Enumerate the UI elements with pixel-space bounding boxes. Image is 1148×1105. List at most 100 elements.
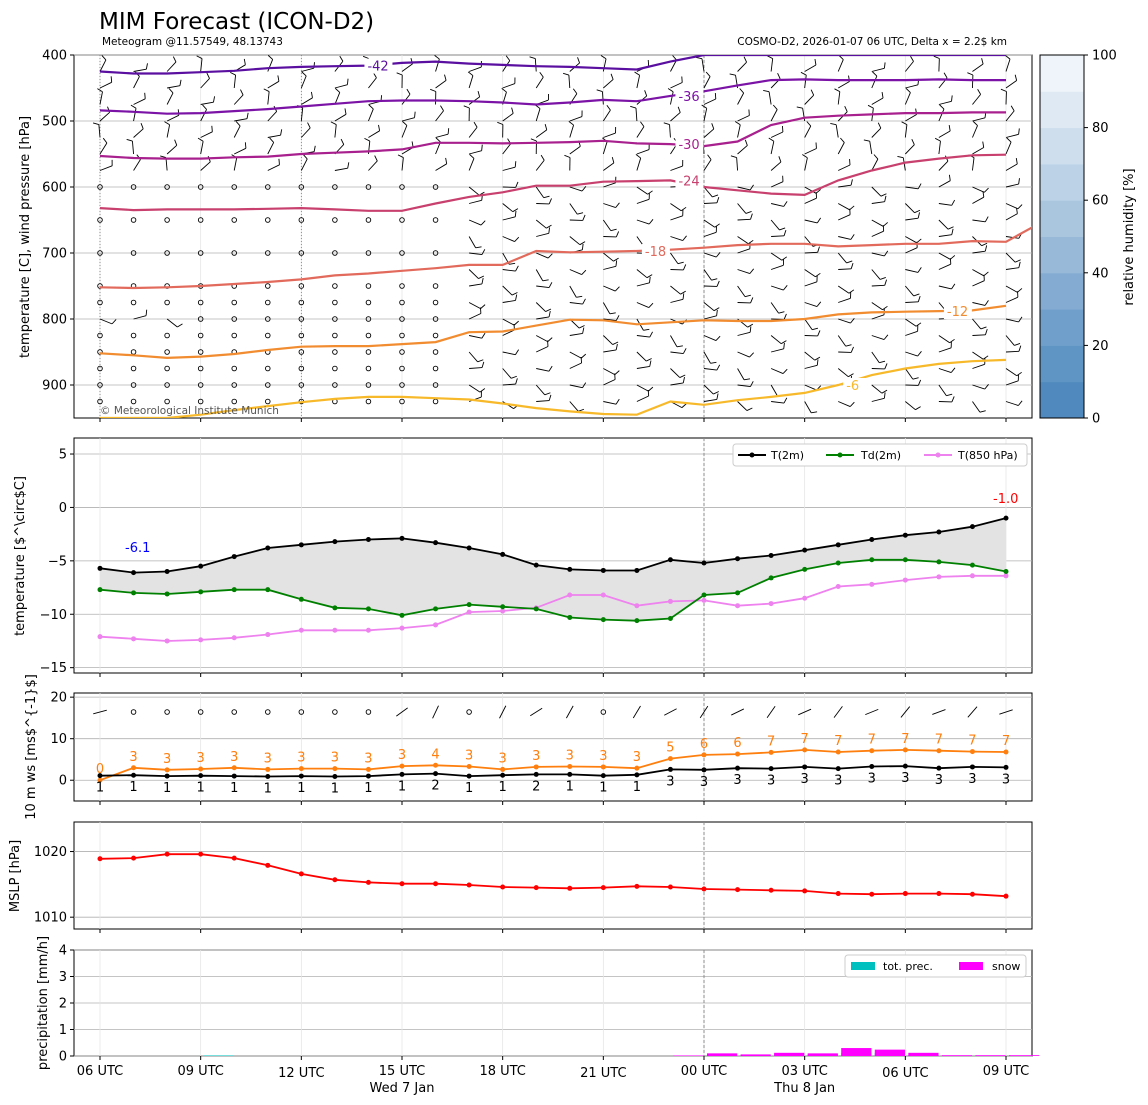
wind-barb — [737, 145, 748, 155]
wind-barb — [469, 199, 482, 204]
wind-barb-flag — [539, 71, 544, 78]
wind-barb-flag — [716, 252, 721, 258]
mslp-point — [433, 881, 439, 887]
wind-barb — [200, 101, 214, 105]
mean-wind-label: 1 — [264, 781, 272, 796]
wind-barb-flag — [713, 391, 719, 395]
upper-air-y-label: temperature [C], wind pressure [hPa] — [18, 116, 33, 358]
wind-barb — [837, 285, 850, 294]
y-tick-label: 600 — [42, 181, 67, 196]
calm-wind-marker — [197, 184, 204, 190]
gust-point — [869, 748, 875, 754]
wind-barb — [536, 346, 549, 353]
gust-label: 3 — [398, 748, 406, 763]
calm-wind-marker — [332, 365, 338, 372]
colorbar-cell — [1040, 345, 1084, 383]
wind-barb-flag — [543, 195, 550, 199]
wind-barb — [468, 66, 482, 72]
wind-barb-flag — [578, 325, 585, 329]
temperature-contour — [99, 78, 1006, 115]
wind-barb — [636, 302, 650, 308]
wind-barb — [972, 318, 982, 330]
wind-barb-flag — [479, 388, 486, 393]
wind-barb — [703, 76, 711, 89]
wind-barb-flag — [646, 274, 653, 279]
wind-barb-flag — [1018, 261, 1021, 268]
wind-barb — [534, 58, 537, 72]
surface-wind-barb — [731, 708, 745, 716]
wind-barb-flag — [768, 137, 775, 142]
gust-point — [198, 766, 204, 772]
snow-bar — [908, 1052, 939, 1056]
calm-wind-marker — [365, 382, 372, 388]
wind-barb — [569, 236, 581, 246]
wind-barb — [703, 368, 717, 371]
mean-wind-label: 1 — [499, 780, 507, 795]
wind-barb — [905, 186, 919, 190]
wind-barb — [502, 83, 516, 89]
precipitation-legend: tot. prec. snow — [844, 954, 1027, 978]
wind-barb — [670, 368, 681, 378]
calm-wind-marker — [332, 283, 338, 289]
wind-barb — [636, 149, 650, 155]
chart-subtitle-left: Meteogram @11.57549, 48.13743 — [102, 36, 283, 48]
surface-temp-y-label: temperature [$^\circ$C] — [13, 476, 28, 636]
wind-barb-flag — [307, 122, 311, 129]
calm-wind-markers — [97, 184, 439, 405]
contour-label: -6 — [846, 379, 859, 394]
calm-wind-marker — [298, 250, 305, 256]
wind-barb-flag — [783, 342, 785, 349]
gust-line — [99, 748, 1007, 782]
gust-point — [667, 756, 673, 762]
wind-barb — [871, 230, 884, 237]
wind-barb — [869, 141, 873, 155]
wind-barb-flag — [469, 154, 475, 159]
x-tick-label: 15 UTC — [379, 1064, 425, 1079]
wind-barb — [267, 134, 281, 138]
wind-barb-flag — [883, 392, 886, 399]
surface-wind-barb — [833, 706, 843, 718]
wind-barb-flag — [683, 264, 687, 271]
calm-wind-marker — [130, 398, 137, 405]
calm-wind-marker — [365, 217, 372, 223]
wind-barb-flag — [933, 55, 940, 59]
colorbar-tick-label: 20 — [1092, 339, 1109, 354]
gust-point — [969, 749, 975, 755]
wind-barb — [267, 59, 274, 72]
wind-barb — [669, 124, 671, 138]
wind-barb — [99, 318, 113, 325]
wind-barb-flag — [546, 224, 552, 229]
wind-barb-flag — [572, 88, 578, 94]
wind-barb-flag — [444, 74, 447, 81]
min-temp-label: -6.1 — [125, 541, 150, 556]
wind-barb — [871, 384, 883, 394]
wind-barb — [334, 167, 348, 171]
wind-barb — [200, 161, 211, 171]
wind-barb-flag — [783, 229, 787, 236]
wind-barb-flag — [983, 271, 989, 277]
calm-wind-marker — [365, 365, 372, 372]
td2m-line-point — [802, 566, 808, 572]
wind-barb — [267, 142, 275, 155]
wind-barb — [938, 263, 951, 270]
wind-barb — [804, 251, 818, 254]
wind-barb — [703, 202, 718, 204]
wind-barb — [334, 124, 337, 138]
gust-label: 7 — [935, 733, 943, 748]
surface-wind-barb — [865, 708, 879, 716]
mslp-panel: 1020 1010 MSLP [hPa] — [8, 821, 1033, 933]
mean-wind-label: 1 — [331, 781, 339, 796]
calm-wind-marker — [332, 299, 338, 306]
wind-barb-flag — [711, 278, 718, 281]
wind-barb-flag — [548, 227, 550, 234]
wind-barb — [837, 252, 847, 264]
mean-wind-label: 3 — [767, 774, 775, 789]
wind-barb — [468, 269, 479, 279]
wind-barb — [569, 124, 575, 138]
surface-calm-marker — [332, 709, 338, 715]
wind-barb — [502, 383, 516, 386]
wind-barb-flag — [579, 241, 586, 246]
wind-barb — [938, 130, 951, 138]
calm-wind-marker — [197, 299, 204, 306]
mean-wind-label: 1 — [364, 781, 372, 796]
